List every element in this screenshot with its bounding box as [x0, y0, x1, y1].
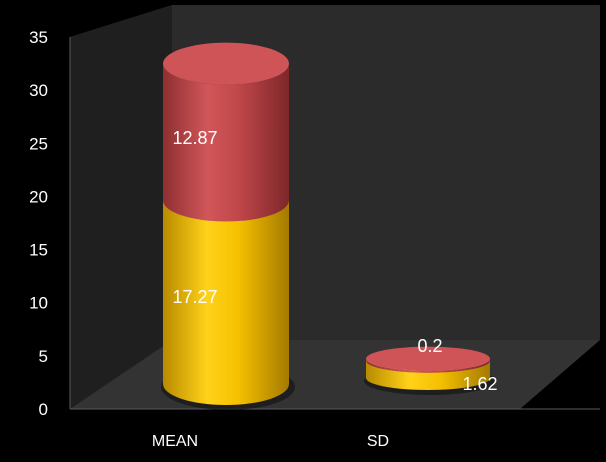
x-tick-label: MEAN — [152, 433, 198, 450]
y-tick-label: 10 — [29, 294, 48, 313]
side-wall — [70, 5, 172, 409]
bar-mean-series-0-body — [163, 200, 289, 405]
y-tick-label: 35 — [29, 28, 48, 47]
y-tick-label: 0 — [39, 400, 48, 419]
bar-mean-series-1-top — [163, 42, 289, 85]
y-tick-label: 15 — [29, 241, 48, 260]
y-tick-label: 25 — [29, 134, 48, 153]
data-label: 12.87 — [172, 128, 217, 148]
y-tick-label: 30 — [29, 81, 48, 100]
data-label: 0.2 — [417, 336, 442, 356]
bar-sd-series-1 — [365, 346, 490, 373]
y-tick-label: 20 — [29, 187, 48, 206]
y-tick-label: 5 — [39, 347, 48, 366]
data-label: 17.27 — [172, 287, 217, 307]
x-tick-label: SD — [367, 433, 389, 450]
y-axis: 0 5 10 15 20 25 30 35 — [29, 28, 48, 419]
x-axis: MEAN SD — [152, 433, 389, 450]
data-labels: 17.27 1.62 12.87 0.2 — [172, 128, 497, 394]
bars-group — [161, 42, 496, 410]
bar-sd-series-1-top — [366, 346, 490, 371]
bar-sd-series-0-body — [365, 360, 490, 390]
data-label: 1.62 — [462, 374, 497, 394]
bar-sd-series-1-body — [365, 358, 490, 373]
bar-mean-series-1-body — [163, 63, 289, 222]
bar-mean-series-1 — [163, 42, 289, 222]
chart-walls — [69, 5, 600, 410]
